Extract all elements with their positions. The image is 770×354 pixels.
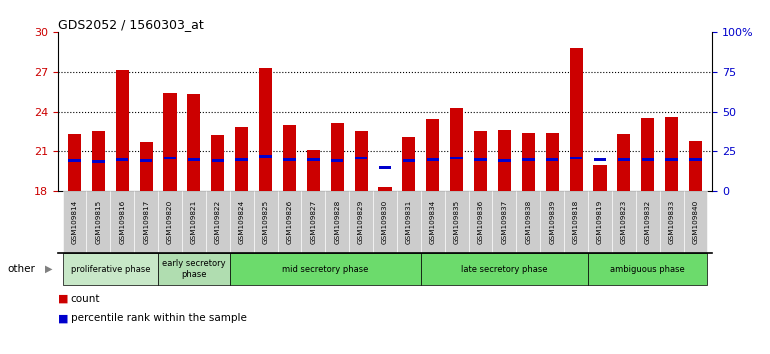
Bar	[665, 158, 678, 161]
Bar	[641, 158, 654, 161]
Bar	[427, 158, 439, 161]
Text: GSM109831: GSM109831	[406, 200, 412, 244]
Bar	[211, 136, 224, 191]
Bar	[283, 158, 296, 161]
Text: count: count	[71, 294, 100, 304]
Bar	[618, 158, 630, 161]
Text: other: other	[8, 264, 35, 274]
Bar	[306, 150, 320, 191]
Bar	[92, 131, 105, 191]
Text: ambiguous phase: ambiguous phase	[611, 264, 685, 274]
Text: GSM109834: GSM109834	[430, 200, 436, 244]
Bar	[450, 108, 464, 191]
Text: GSM109821: GSM109821	[191, 200, 197, 244]
Bar	[235, 127, 248, 191]
Bar	[641, 118, 654, 191]
Bar	[594, 158, 606, 161]
Bar	[283, 125, 296, 191]
Bar	[212, 159, 224, 162]
Bar	[522, 158, 534, 161]
Bar	[498, 159, 511, 162]
Text: ■: ■	[58, 294, 69, 304]
Text: early secretory
phase: early secretory phase	[162, 259, 226, 279]
Text: ▶: ▶	[45, 264, 52, 274]
Bar	[330, 124, 343, 191]
Bar	[116, 70, 129, 191]
Bar	[546, 158, 558, 161]
Bar	[546, 133, 559, 191]
Bar	[164, 156, 176, 159]
Bar	[403, 159, 415, 162]
Bar	[188, 158, 200, 161]
Bar	[474, 131, 487, 191]
Text: GSM109837: GSM109837	[501, 200, 507, 244]
Bar	[307, 158, 320, 161]
Bar	[140, 159, 152, 162]
Text: percentile rank within the sample: percentile rank within the sample	[71, 313, 246, 323]
Text: GSM109836: GSM109836	[477, 200, 484, 244]
Bar	[92, 160, 105, 164]
Text: mid secretory phase: mid secretory phase	[282, 264, 369, 274]
Text: proliferative phase: proliferative phase	[71, 264, 150, 274]
Text: GSM109840: GSM109840	[692, 200, 698, 244]
Text: ■: ■	[58, 313, 69, 323]
Text: GDS2052 / 1560303_at: GDS2052 / 1560303_at	[58, 18, 203, 31]
Bar	[116, 158, 129, 161]
Bar	[570, 156, 582, 159]
Text: GSM109832: GSM109832	[644, 200, 651, 244]
Bar	[474, 158, 487, 161]
Bar	[594, 165, 607, 191]
Bar	[331, 159, 343, 162]
Text: GSM109822: GSM109822	[215, 200, 221, 244]
Text: GSM109823: GSM109823	[621, 200, 627, 244]
Bar	[68, 134, 81, 191]
Text: GSM109818: GSM109818	[573, 200, 579, 244]
Bar	[259, 155, 272, 158]
Bar	[689, 141, 702, 191]
Text: GSM109838: GSM109838	[525, 200, 531, 244]
Bar	[259, 68, 272, 191]
Text: GSM109817: GSM109817	[143, 200, 149, 244]
Text: GSM109820: GSM109820	[167, 200, 173, 244]
Bar	[379, 166, 391, 169]
Bar	[570, 48, 583, 191]
Bar	[236, 158, 248, 161]
Text: late secretory phase: late secretory phase	[461, 264, 547, 274]
Bar	[378, 187, 392, 191]
Bar	[618, 134, 631, 191]
Bar	[689, 158, 701, 161]
Text: GSM109828: GSM109828	[334, 200, 340, 244]
Text: GSM109833: GSM109833	[668, 200, 675, 244]
Text: GSM109825: GSM109825	[263, 200, 269, 244]
Text: GSM109826: GSM109826	[286, 200, 293, 244]
Text: GSM109815: GSM109815	[95, 200, 102, 244]
Text: GSM109830: GSM109830	[382, 200, 388, 244]
Text: GSM109835: GSM109835	[454, 200, 460, 244]
Bar	[354, 131, 368, 191]
Text: GSM109827: GSM109827	[310, 200, 316, 244]
Bar	[187, 94, 200, 191]
Bar	[402, 137, 416, 191]
Text: GSM109816: GSM109816	[119, 200, 126, 244]
Bar	[522, 133, 535, 191]
Bar	[427, 120, 440, 191]
Bar	[450, 156, 463, 159]
Bar	[498, 130, 511, 191]
Text: GSM109814: GSM109814	[72, 200, 78, 244]
Bar	[355, 156, 367, 159]
Text: GSM109839: GSM109839	[549, 200, 555, 244]
Bar	[163, 93, 176, 191]
Text: GSM109824: GSM109824	[239, 200, 245, 244]
Bar	[69, 159, 81, 162]
Text: GSM109819: GSM109819	[597, 200, 603, 244]
Bar	[665, 117, 678, 191]
Bar	[139, 142, 152, 191]
Text: GSM109829: GSM109829	[358, 200, 364, 244]
